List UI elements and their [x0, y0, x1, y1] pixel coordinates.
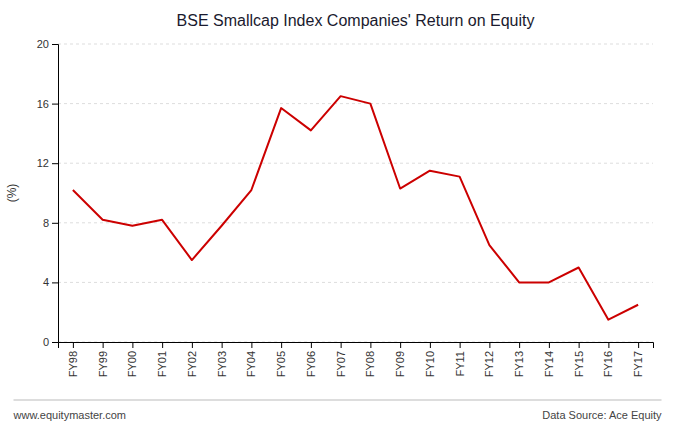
tick-label: FY06: [305, 351, 317, 377]
tick-mark: [192, 342, 193, 348]
tick-label: FY12: [483, 351, 495, 377]
tick-label: FY05: [275, 351, 287, 377]
footer-rule: [14, 400, 662, 401]
tick-mark: [222, 342, 223, 348]
tick: FY13: [513, 342, 525, 377]
grid-line: [58, 103, 653, 104]
tick-label: FY13: [513, 351, 525, 377]
tick: FY17: [632, 342, 644, 377]
tick: FY10: [424, 342, 436, 377]
tick: FY06: [305, 342, 317, 377]
tick-label: FY02: [186, 351, 198, 377]
tick: 0: [43, 336, 58, 348]
tick: FY16: [602, 342, 614, 377]
tick-mark: [52, 163, 58, 164]
tick-label: FY01: [156, 351, 168, 377]
tick: FY08: [364, 342, 376, 377]
title: BSE Smallcap Index Companies' Return on …: [177, 12, 535, 29]
tick-mark: [638, 342, 639, 348]
tick: 16: [37, 98, 58, 110]
tick-mark: [251, 342, 252, 348]
tick-label: 12: [37, 157, 49, 169]
tick-mark: [519, 342, 520, 348]
grid-line: [58, 163, 653, 164]
tick: FY15: [573, 342, 585, 377]
line: [73, 96, 638, 320]
tick-label: FY99: [97, 351, 109, 377]
tick-label: 0: [43, 336, 49, 348]
tick-label: FY08: [364, 351, 376, 377]
tick-mark: [73, 342, 74, 348]
tick-mark: [400, 342, 401, 348]
tick: 20: [37, 38, 58, 50]
tick-label: FY09: [394, 351, 406, 377]
tick-label: FY00: [126, 351, 138, 377]
tick-mark: [103, 342, 104, 348]
tick-mark: [579, 342, 580, 348]
tick-mark: [430, 342, 431, 348]
tick-mark: [341, 342, 342, 348]
tick: 4: [43, 276, 58, 288]
series: [73, 96, 638, 320]
tick: FY99: [97, 342, 109, 377]
tick-label: FY98: [67, 351, 79, 377]
tick-label: FY10: [424, 351, 436, 377]
footer-text: www.equitymaster.com: [13, 409, 126, 421]
axis-line: [59, 343, 654, 349]
tick-mark: [549, 342, 550, 348]
grid-line: [58, 44, 653, 45]
chart: 0 4 8 12 16 20 FY98 FY99 FY00 FY01 FY02 FY03 FY04 FY0…: [0, 0, 675, 430]
tick: FY07: [335, 342, 347, 377]
tick: FY00: [126, 342, 138, 377]
tick: FY05: [275, 342, 287, 377]
tick-mark: [370, 342, 371, 348]
tick-label: FY03: [216, 351, 228, 377]
tick-mark: [608, 342, 609, 348]
tick-label: 16: [37, 98, 49, 110]
tick-label: 8: [43, 217, 49, 229]
tick: FY09: [394, 342, 406, 377]
tick-mark: [281, 342, 282, 348]
tick-label: FY11: [454, 351, 466, 376]
tick-label: FY17: [632, 351, 644, 377]
tick-mark: [52, 44, 58, 45]
tick-mark: [52, 104, 58, 105]
tick-mark: [489, 342, 490, 348]
grid-line: [58, 282, 653, 283]
tick-label: FY04: [245, 351, 257, 377]
tick-label: FY15: [573, 351, 585, 377]
tick-mark: [132, 342, 133, 348]
tick-label: 20: [37, 38, 49, 50]
tick-mark: [52, 342, 58, 343]
tick: FY11: [454, 342, 466, 376]
axis-title: (%): [5, 184, 19, 203]
plot: 0 4 8 12 16 20 FY98 FY99 FY00 FY01 FY02 FY03 FY04 FY0…: [37, 38, 654, 377]
tick-label: 4: [43, 276, 49, 288]
grid: [58, 44, 653, 342]
y-axis: 0 4 8 12 16 20: [37, 38, 59, 348]
tick: 12: [37, 157, 58, 169]
tick: FY14: [543, 342, 555, 377]
tick-mark: [460, 342, 461, 348]
x-axis: FY98 FY99 FY00 FY01 FY02 FY03 FY04 FY05 FY06 FY07…: [59, 342, 654, 377]
tick: FY01: [156, 342, 168, 377]
tick: FY04: [245, 342, 257, 377]
tick-mark: [52, 282, 58, 283]
tick-mark: [52, 223, 58, 224]
tick-label: FY14: [543, 351, 555, 377]
tick: FY02: [186, 342, 198, 377]
footer-text: Data Source: Ace Equity: [542, 409, 662, 421]
tick-label: FY07: [335, 351, 347, 377]
tick: FY12: [483, 342, 495, 377]
tick-label: FY16: [602, 351, 614, 377]
tick: FY98: [67, 342, 79, 377]
tick-mark: [162, 342, 163, 348]
tick: FY03: [216, 342, 228, 377]
axis-line: [52, 45, 59, 343]
tick-mark: [311, 342, 312, 348]
tick: 8: [43, 217, 58, 229]
